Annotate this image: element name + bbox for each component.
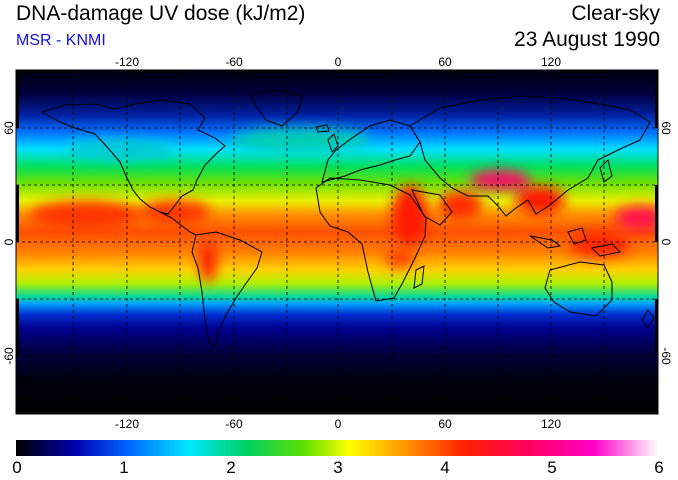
colorbar-tick-label: 6 xyxy=(654,458,664,477)
lat-label-left: -60 xyxy=(2,347,16,365)
lon-label-top: 60 xyxy=(438,55,452,69)
lat-label-left: 0 xyxy=(2,238,16,245)
lon-label-top: 120 xyxy=(541,55,561,69)
lon-label-top: -60 xyxy=(225,55,243,69)
frame-ticks xyxy=(16,70,658,414)
lon-label-bottom: 120 xyxy=(541,417,561,431)
date-label: 23 August 1990 xyxy=(514,28,660,51)
lon-label-top: 0 xyxy=(335,55,342,69)
map-title: DNA-damage UV dose (kJ/m2) xyxy=(16,2,306,25)
lon-label-bottom: -60 xyxy=(225,417,243,431)
lon-label-top: -120 xyxy=(115,55,139,69)
graticule xyxy=(16,70,658,414)
colorbar-tick-label: 0 xyxy=(12,458,22,477)
lon-label-bottom: 0 xyxy=(335,417,342,431)
sky-condition-label: Clear-sky xyxy=(571,2,660,25)
lat-label-right: 60 xyxy=(659,121,673,135)
colorbar-tick-label: 5 xyxy=(547,458,557,477)
colorbar-tick-label: 1 xyxy=(119,458,129,477)
lat-label-right: 0 xyxy=(659,239,673,246)
lon-label-bottom: 60 xyxy=(438,417,452,431)
colorbar-tick-label: 4 xyxy=(440,458,450,477)
source-label: MSR - KNMI xyxy=(16,32,106,49)
lat-label-left: 60 xyxy=(2,121,16,135)
colorbar-tick-label: 2 xyxy=(226,458,236,477)
lon-label-bottom: -120 xyxy=(115,417,139,431)
colorbar xyxy=(16,440,658,456)
coastlines xyxy=(40,89,655,347)
lat-label-right: -60 xyxy=(659,347,673,365)
colorbar-tick-label: 3 xyxy=(333,458,343,477)
